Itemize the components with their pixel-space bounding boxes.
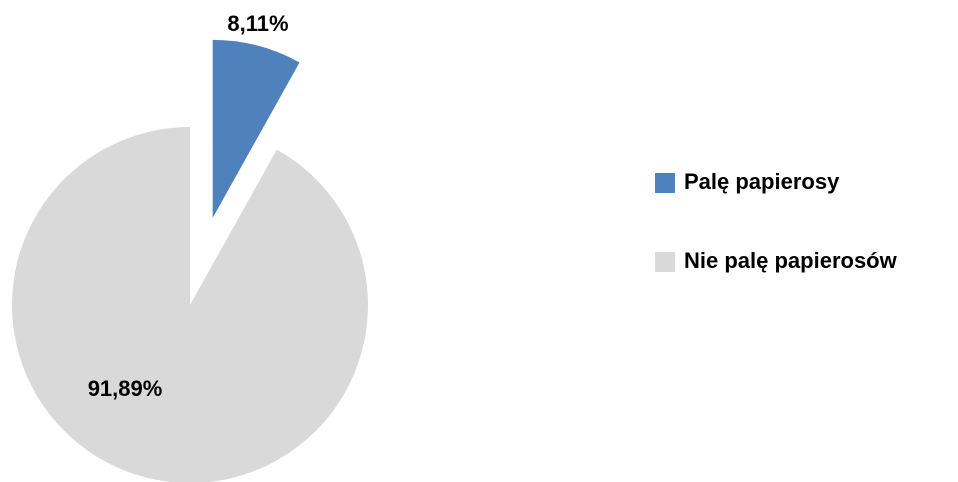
legend-swatch <box>655 252 675 272</box>
legend-label: Palę papierosy <box>684 169 840 194</box>
pie-slice <box>12 127 368 482</box>
legend-label: Nie palę papierosów <box>684 248 898 273</box>
pie-slice <box>212 39 300 218</box>
data-label: 8,11% <box>227 11 288 36</box>
data-label: 91,89% <box>88 376 163 401</box>
legend-swatch <box>655 173 675 193</box>
